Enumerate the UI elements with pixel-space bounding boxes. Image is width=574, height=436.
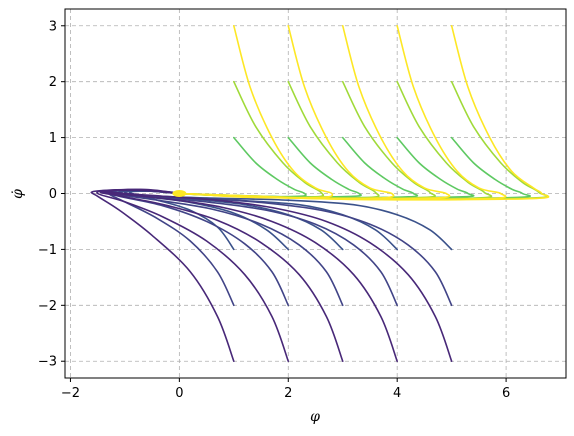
plot-frame <box>64 8 567 379</box>
y-axis-label: φ̇ <box>10 189 26 199</box>
grid-lines <box>65 9 566 378</box>
trajectory-line-15 <box>178 24 550 201</box>
x-tick-label: 2 <box>284 386 292 401</box>
trajectory-line-24 <box>107 189 398 307</box>
y-tick-label: 3 <box>49 19 57 34</box>
x-tick-label: −2 <box>61 386 80 401</box>
trajectory-series-group <box>90 24 550 363</box>
x-tick-label: 0 <box>175 386 183 401</box>
trajectory-line-26 <box>90 189 235 363</box>
trajectory-line-8 <box>178 80 436 200</box>
y-tick-label: 0 <box>49 187 57 202</box>
trajectory-line-3 <box>178 136 419 199</box>
trajectory-line-6 <box>178 80 325 199</box>
y-tick-label: 1 <box>49 131 57 146</box>
trajectory-line-29 <box>101 188 398 363</box>
y-tick-label: −1 <box>38 243 57 258</box>
trajectory-line-5 <box>178 136 531 200</box>
x-tick-label: 6 <box>502 386 510 401</box>
trajectory-line-25 <box>107 189 453 307</box>
y-tick-label: 2 <box>49 75 57 90</box>
trajectory-line-4 <box>178 136 475 199</box>
trajectory-line-30 <box>104 188 453 363</box>
x-tick-label: 4 <box>393 386 401 401</box>
x-axis-label: φ <box>310 409 320 425</box>
equilibrium-marker <box>172 190 187 197</box>
y-tick-label: −3 <box>38 355 57 370</box>
axis-ticks: −2 0 2 4 6 −3 −2 −1 0 1 2 3 <box>38 19 510 401</box>
trajectory-line-12 <box>178 24 395 200</box>
trajectory-line-11 <box>178 24 334 199</box>
center-marker-group <box>172 190 187 197</box>
y-tick-label: −2 <box>38 299 57 314</box>
